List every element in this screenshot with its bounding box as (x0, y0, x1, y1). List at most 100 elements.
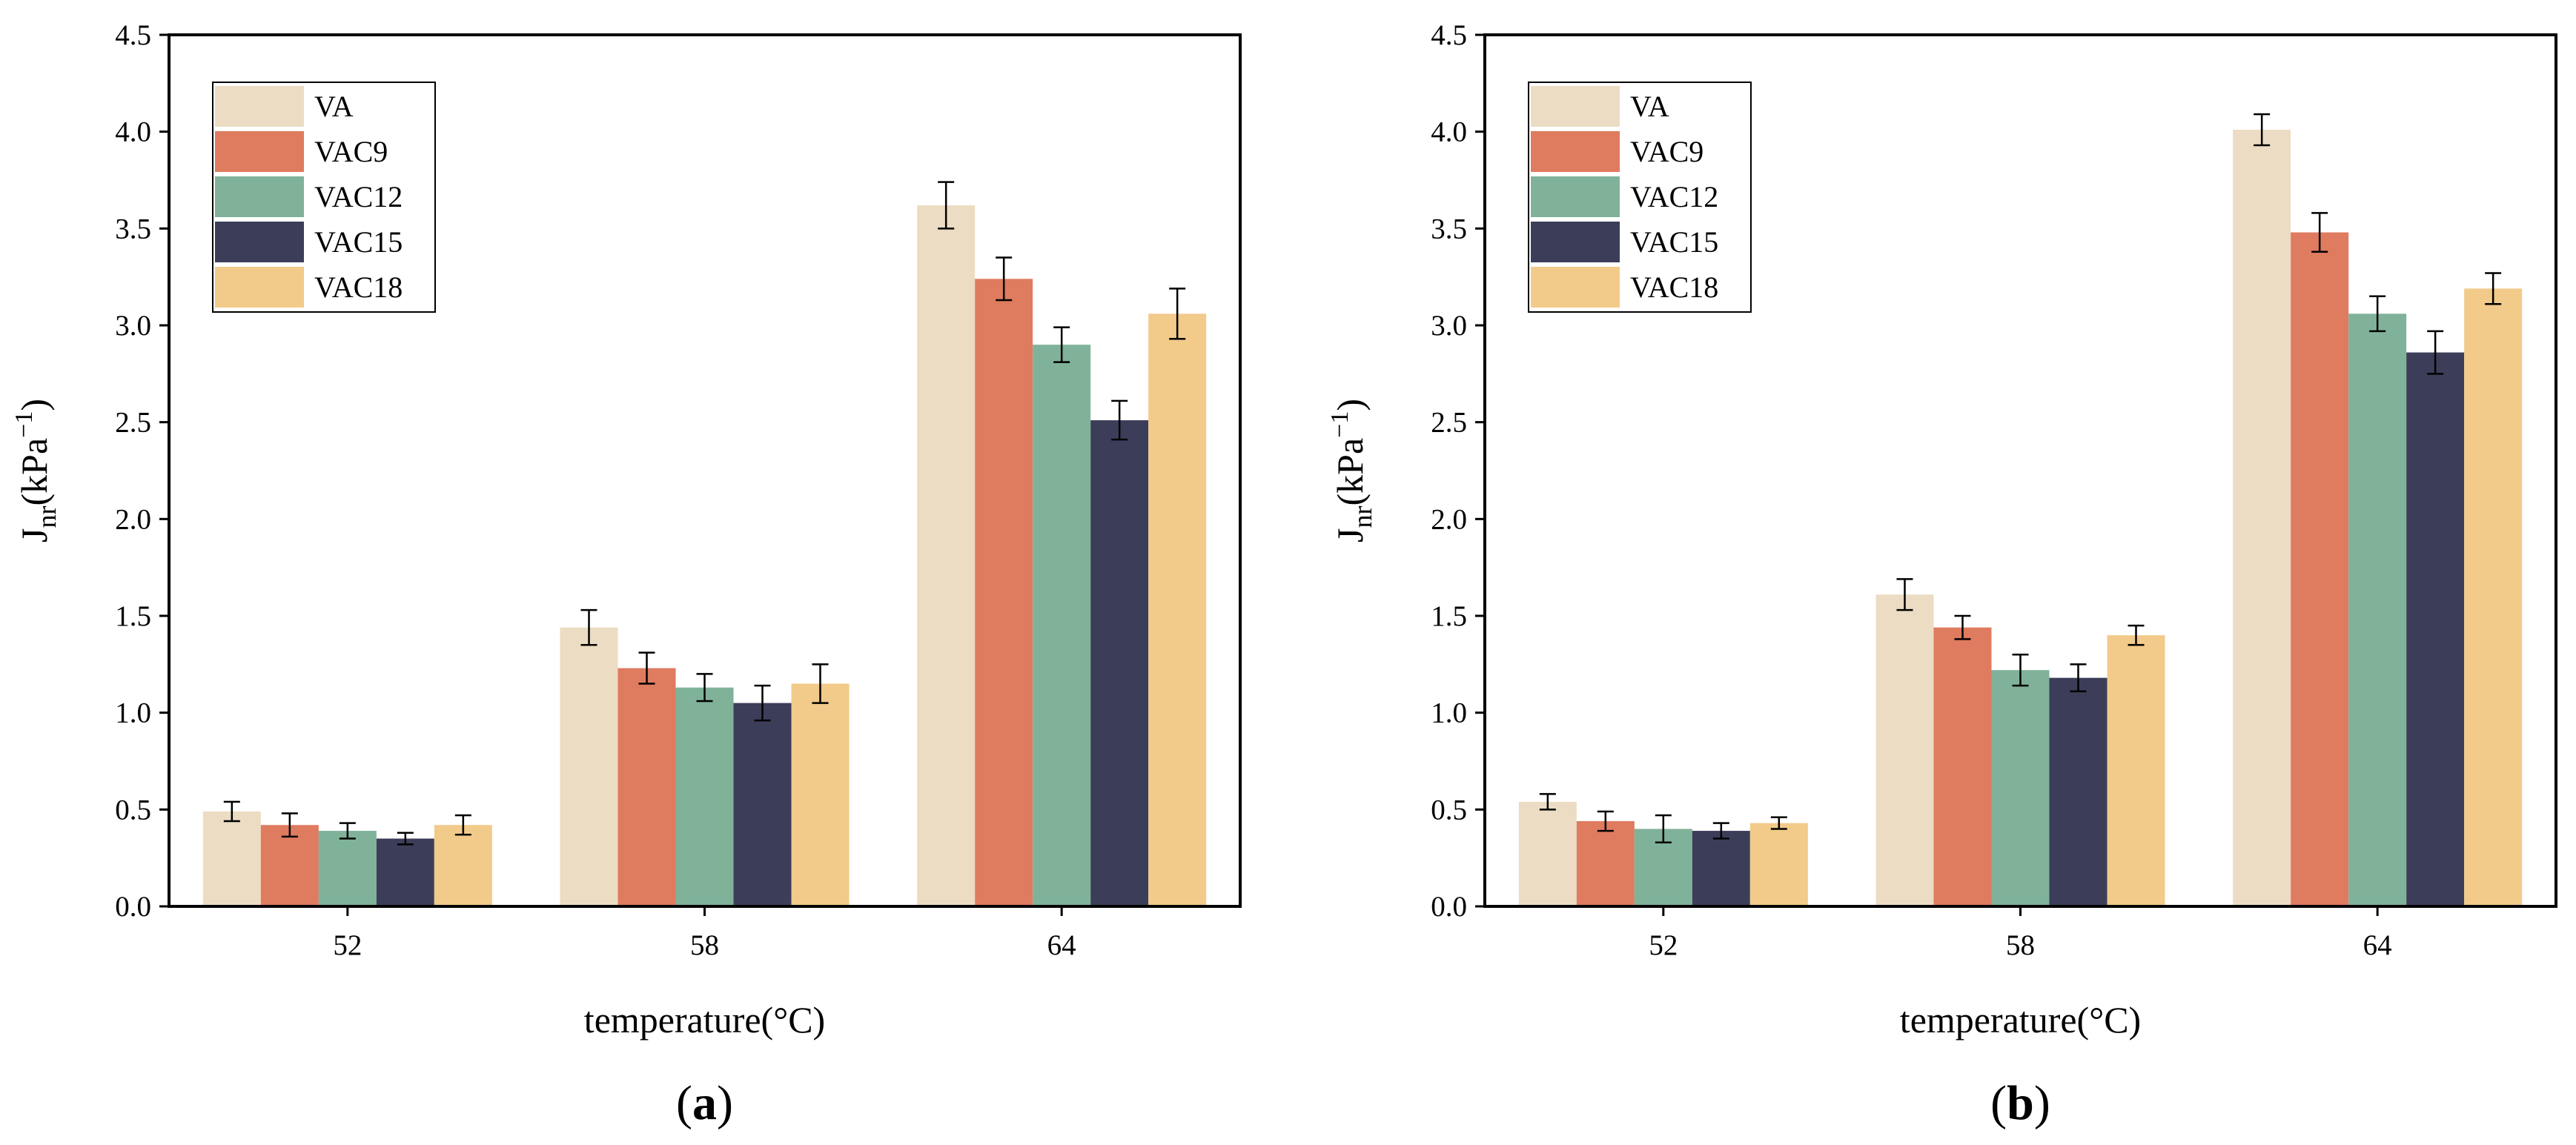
y-axis-title: Jnr(kPa−1) (1326, 399, 1377, 542)
bar-VAC15-58 (2049, 677, 2108, 906)
y-tick-label: 1.0 (1431, 697, 1467, 729)
bar-VAC18-64 (1148, 313, 1207, 906)
bar-VAC18-58 (791, 683, 850, 906)
y-tick-label: 4.0 (115, 116, 151, 148)
bar-VAC12-64 (1033, 345, 1091, 907)
legend: VA VAC9 VAC12 VAC15 VAC18 (212, 82, 436, 313)
y-tick-label: 1.5 (115, 600, 151, 632)
y-tick-label: 3.5 (1431, 213, 1467, 245)
legend-label-VAC18: VAC18 (1630, 271, 1718, 304)
legend: VA VAC9 VAC12 VAC15 VAC18 (1528, 82, 1752, 313)
bar-VAC12-58 (1991, 670, 2050, 906)
legend-swatch-VAC12 (1531, 176, 1620, 217)
bar-VAC9-52 (1576, 821, 1635, 906)
y-axis-title-unit: (kPa (13, 438, 55, 506)
legend-label-VAC9: VAC9 (1630, 135, 1703, 168)
panel-label-close-paren: ) (2034, 1076, 2050, 1130)
y-tick-label: 4.5 (1431, 19, 1467, 51)
y-tick-label: 2.0 (1431, 503, 1467, 535)
legend-swatch-VA (1531, 86, 1620, 127)
legend-label-VA: VA (314, 90, 354, 123)
legend-swatch-VAC15 (1531, 222, 1620, 262)
y-axis-title-subscript: nr (32, 506, 62, 528)
y-axis-title: Jnr(kPa−1) (10, 399, 62, 542)
bar-VAC12-58 (675, 687, 734, 906)
x-tick-label: 64 (1047, 929, 1076, 961)
bar-VA-58 (1875, 594, 1934, 906)
bar-VAC12-64 (2348, 313, 2407, 906)
bar-VAC15-64 (1090, 420, 1149, 906)
legend-label-VAC15: VAC15 (1630, 225, 1718, 259)
legend-swatch-VAC15 (215, 222, 304, 262)
y-axis-title-unit-close: ) (1329, 399, 1371, 411)
legend-swatch-VAC18 (1531, 267, 1620, 308)
bar-VA-64 (2233, 130, 2291, 906)
y-tick-label: 0.5 (115, 794, 151, 826)
y-axis-title-subscript: nr (1348, 506, 1377, 528)
bar-VAC9-64 (2291, 232, 2349, 906)
bar-VAC15-52 (376, 838, 434, 906)
x-tick-label: 58 (2006, 929, 2035, 961)
x-tick-label: 52 (333, 929, 362, 961)
bar-VAC15-58 (733, 703, 792, 906)
y-tick-label: 3.0 (1431, 310, 1467, 342)
legend-swatch-VA (215, 86, 304, 127)
panel-label-open-paren: ( (1990, 1076, 2007, 1130)
bar-VAC18-58 (2107, 635, 2165, 906)
x-tick-label: 52 (1649, 929, 1678, 961)
legend-swatch-VAC18 (215, 267, 304, 308)
legend-label-VAC12: VAC12 (314, 180, 403, 213)
legend-label-VA: VA (1630, 90, 1669, 123)
panel-label: (a) (676, 1076, 733, 1130)
panel-label-close-paren: ) (717, 1076, 733, 1130)
bar-VAC9-58 (1933, 627, 1992, 906)
bar-VAC9-64 (975, 279, 1033, 906)
bar-VA-52 (202, 811, 261, 906)
y-axis-title-superscript: −1 (10, 411, 38, 438)
y-axis-title-unit-close: ) (13, 399, 55, 411)
panel-label-letter: a (692, 1076, 717, 1130)
bar-VAC9-52 (260, 825, 319, 906)
legend-swatch-VAC9 (215, 131, 304, 172)
panel-label-open-paren: ( (676, 1076, 692, 1130)
x-axis-title: temperature(°C) (584, 999, 825, 1041)
y-axis-title-unit: (kPa (1329, 438, 1371, 506)
y-axis-title-base: J (13, 528, 55, 542)
bar-VAC15-64 (2406, 352, 2465, 906)
y-tick-label: 3.0 (115, 310, 151, 342)
panel-label-letter: b (2007, 1076, 2034, 1130)
y-tick-label: 4.5 (115, 19, 151, 51)
y-axis-title-base: J (1329, 528, 1371, 542)
y-tick-label: 1.5 (1431, 600, 1467, 632)
bar-VA-52 (1518, 801, 1577, 906)
bar-VAC12-52 (318, 831, 377, 906)
x-axis-title: temperature(°C) (1900, 999, 2141, 1041)
bar-VAC18-52 (434, 825, 492, 906)
bar-VAC9-58 (617, 668, 676, 906)
bar-VAC18-64 (2464, 288, 2523, 906)
bar-VAC18-52 (1749, 823, 1808, 906)
bar-VA-58 (560, 627, 618, 906)
y-tick-label: 3.5 (115, 213, 151, 245)
legend-label-VAC9: VAC9 (314, 135, 388, 168)
y-tick-label: 2.5 (1431, 407, 1467, 439)
y-tick-label: 0.0 (1431, 891, 1467, 923)
legend-swatch-VAC9 (1531, 131, 1620, 172)
y-tick-label: 2.5 (115, 407, 151, 439)
chart-panel-a: 0.0 0.5 1.0 1.5 2.0 2.5 3.0 3.5 4.0 4.5 52 58 64 temp… (10, 19, 1242, 1130)
legend-label-VAC15: VAC15 (314, 225, 403, 259)
legend-label-VAC12: VAC12 (1630, 180, 1718, 213)
x-tick-label: 58 (690, 929, 719, 961)
legend-label-VAC18: VAC18 (314, 271, 403, 304)
y-tick-label: 4.0 (1431, 116, 1467, 148)
panel-label: (b) (1990, 1076, 2050, 1130)
y-axis-title-superscript: −1 (1326, 411, 1354, 438)
legend-swatch-VAC12 (215, 176, 304, 217)
y-tick-label: 2.0 (115, 503, 151, 535)
x-tick-label: 64 (2363, 929, 2392, 961)
chart-panel-b: 0.0 0.5 1.0 1.5 2.0 2.5 3.0 3.5 4.0 4.5 52 58 64 temp… (1326, 19, 2557, 1130)
bar-VA-64 (917, 205, 976, 906)
y-tick-label: 0.0 (115, 891, 151, 923)
y-tick-label: 1.0 (115, 697, 151, 729)
